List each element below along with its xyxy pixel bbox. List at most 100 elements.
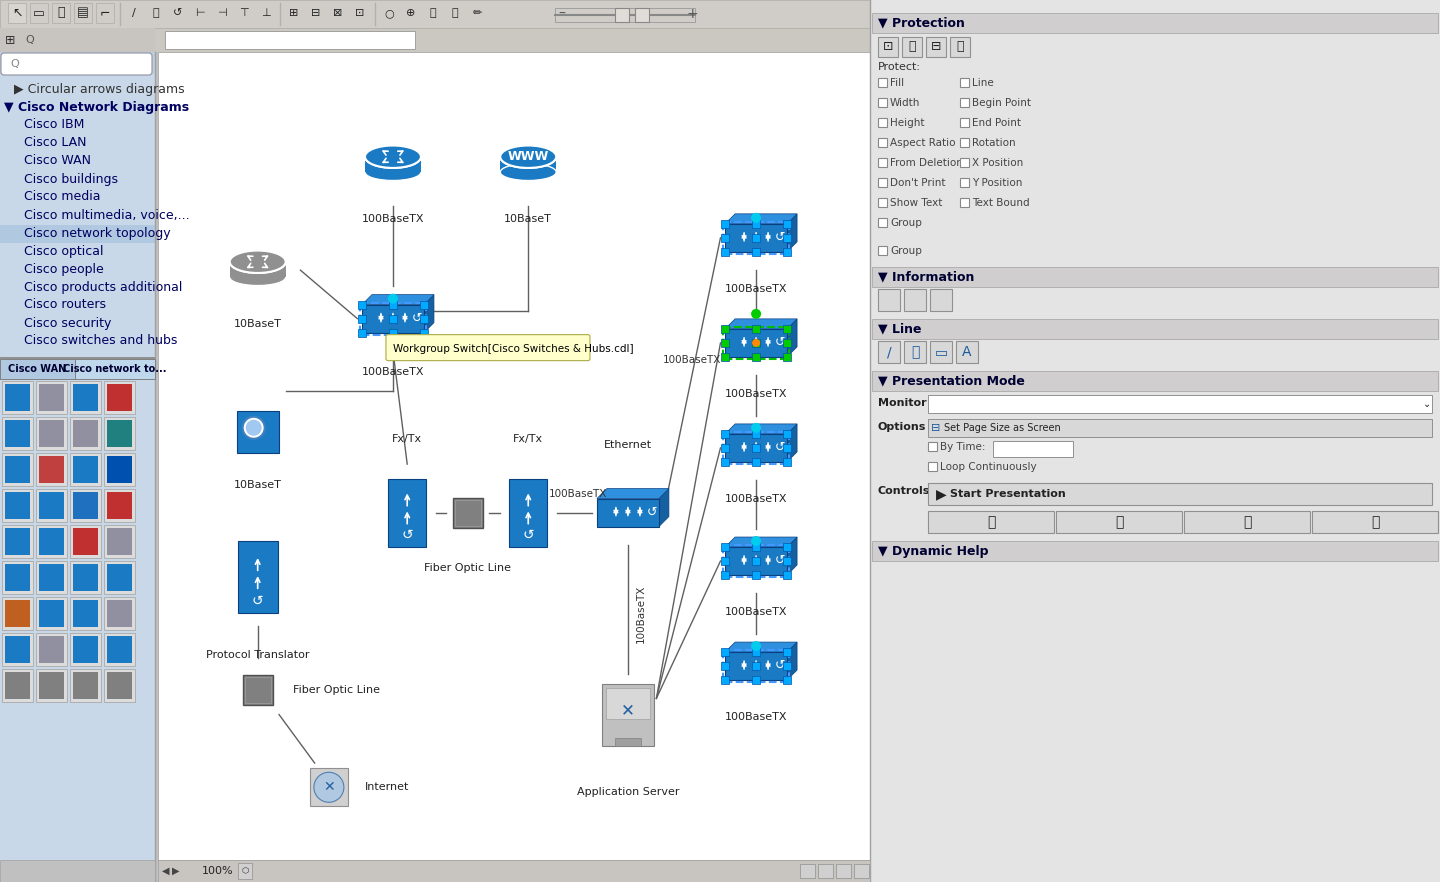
Circle shape bbox=[387, 294, 397, 303]
Bar bbox=[39, 528, 63, 555]
Text: ⊟: ⊟ bbox=[930, 41, 942, 54]
Text: 10BaseT: 10BaseT bbox=[233, 480, 282, 490]
Polygon shape bbox=[598, 489, 670, 498]
Bar bbox=[878, 138, 887, 147]
Bar bbox=[310, 768, 348, 806]
Bar bbox=[52, 3, 71, 23]
Bar bbox=[75, 359, 156, 379]
Bar bbox=[930, 289, 952, 311]
Text: Start Presentation: Start Presentation bbox=[950, 489, 1066, 499]
Bar bbox=[956, 341, 978, 363]
Bar bbox=[721, 234, 729, 242]
Bar bbox=[73, 384, 98, 411]
Polygon shape bbox=[660, 489, 670, 527]
Bar bbox=[73, 492, 98, 519]
Bar bbox=[1, 417, 33, 450]
Text: ↺: ↺ bbox=[775, 659, 785, 672]
Text: Height: Height bbox=[890, 118, 924, 128]
Bar bbox=[71, 525, 101, 558]
Bar bbox=[156, 52, 160, 882]
Bar bbox=[873, 13, 1439, 33]
Bar bbox=[878, 218, 887, 227]
Bar bbox=[752, 325, 760, 333]
Text: Aspect Ratio: Aspect Ratio bbox=[890, 138, 956, 148]
Text: Protocol Translator: Protocol Translator bbox=[206, 650, 310, 660]
Text: Cisco WAN: Cisco WAN bbox=[7, 364, 66, 374]
Bar bbox=[39, 600, 63, 627]
Bar bbox=[721, 430, 729, 438]
Bar bbox=[39, 636, 63, 663]
Text: ↺: ↺ bbox=[252, 594, 264, 609]
Bar bbox=[721, 220, 729, 228]
Bar bbox=[500, 157, 556, 172]
Bar bbox=[107, 492, 132, 519]
Text: ⊞: ⊞ bbox=[4, 34, 16, 47]
Text: Don't Print: Don't Print bbox=[890, 178, 946, 188]
Bar bbox=[104, 453, 135, 486]
Bar bbox=[873, 541, 1439, 561]
Text: Controls: Controls bbox=[878, 486, 930, 496]
Bar bbox=[635, 8, 649, 22]
Text: ✕: ✕ bbox=[621, 701, 635, 720]
Bar bbox=[721, 648, 729, 656]
Text: From Deletion: From Deletion bbox=[890, 158, 963, 168]
Text: ↺: ↺ bbox=[775, 231, 785, 243]
Bar bbox=[878, 246, 887, 255]
Text: 10BaseT: 10BaseT bbox=[233, 318, 282, 329]
Text: Rotation: Rotation bbox=[972, 138, 1015, 148]
Bar bbox=[878, 118, 887, 127]
Text: Fiber Optic Line: Fiber Optic Line bbox=[294, 685, 380, 695]
Bar bbox=[420, 301, 428, 309]
Bar bbox=[752, 557, 760, 565]
Text: ▼ Information: ▼ Information bbox=[878, 271, 975, 283]
Text: /: / bbox=[887, 345, 891, 359]
Text: Cisco LAN: Cisco LAN bbox=[24, 137, 86, 150]
Text: 🔒: 🔒 bbox=[909, 41, 916, 54]
Bar bbox=[359, 315, 366, 323]
Bar bbox=[238, 542, 278, 613]
Text: Options: Options bbox=[878, 422, 926, 432]
Text: ◀: ◀ bbox=[163, 866, 170, 876]
Text: ⊤: ⊤ bbox=[239, 8, 249, 18]
Text: ✋: ✋ bbox=[429, 8, 436, 18]
Bar bbox=[104, 417, 135, 450]
Text: 100BaseTX: 100BaseTX bbox=[361, 367, 425, 377]
Bar bbox=[801, 864, 815, 878]
Bar bbox=[723, 327, 789, 359]
FancyBboxPatch shape bbox=[386, 334, 590, 361]
Bar bbox=[107, 420, 132, 447]
Bar bbox=[783, 571, 791, 579]
Text: ⏭: ⏭ bbox=[1243, 515, 1251, 529]
Text: Q: Q bbox=[24, 35, 33, 45]
Bar bbox=[723, 545, 789, 577]
Text: Protect:: Protect: bbox=[878, 62, 922, 72]
Bar bbox=[1056, 511, 1182, 533]
Bar bbox=[752, 648, 760, 656]
Text: Fill: Fill bbox=[890, 78, 904, 88]
Text: ↺: ↺ bbox=[402, 527, 413, 542]
Text: 100BaseTX: 100BaseTX bbox=[549, 489, 608, 498]
Text: ⌣: ⌣ bbox=[912, 345, 919, 359]
Bar bbox=[39, 672, 63, 699]
Bar bbox=[1312, 511, 1439, 533]
Circle shape bbox=[246, 420, 262, 436]
Bar bbox=[927, 442, 937, 451]
Bar bbox=[4, 636, 30, 663]
Bar bbox=[837, 864, 851, 878]
Text: ⌒: ⌒ bbox=[153, 8, 160, 18]
Bar bbox=[36, 417, 68, 450]
Bar bbox=[389, 329, 397, 337]
Bar bbox=[721, 557, 729, 565]
Text: 100BaseTX: 100BaseTX bbox=[724, 608, 788, 617]
Bar bbox=[1, 633, 33, 666]
Bar bbox=[0, 0, 1440, 28]
Text: End Point: End Point bbox=[972, 118, 1021, 128]
Bar bbox=[752, 676, 760, 684]
Bar bbox=[878, 98, 887, 107]
Text: Y Position: Y Position bbox=[972, 178, 1022, 188]
Text: ▶: ▶ bbox=[173, 866, 180, 876]
Bar bbox=[878, 198, 887, 207]
Bar bbox=[615, 737, 641, 745]
Text: ○: ○ bbox=[384, 8, 395, 18]
Text: 100BaseTX: 100BaseTX bbox=[724, 284, 788, 295]
